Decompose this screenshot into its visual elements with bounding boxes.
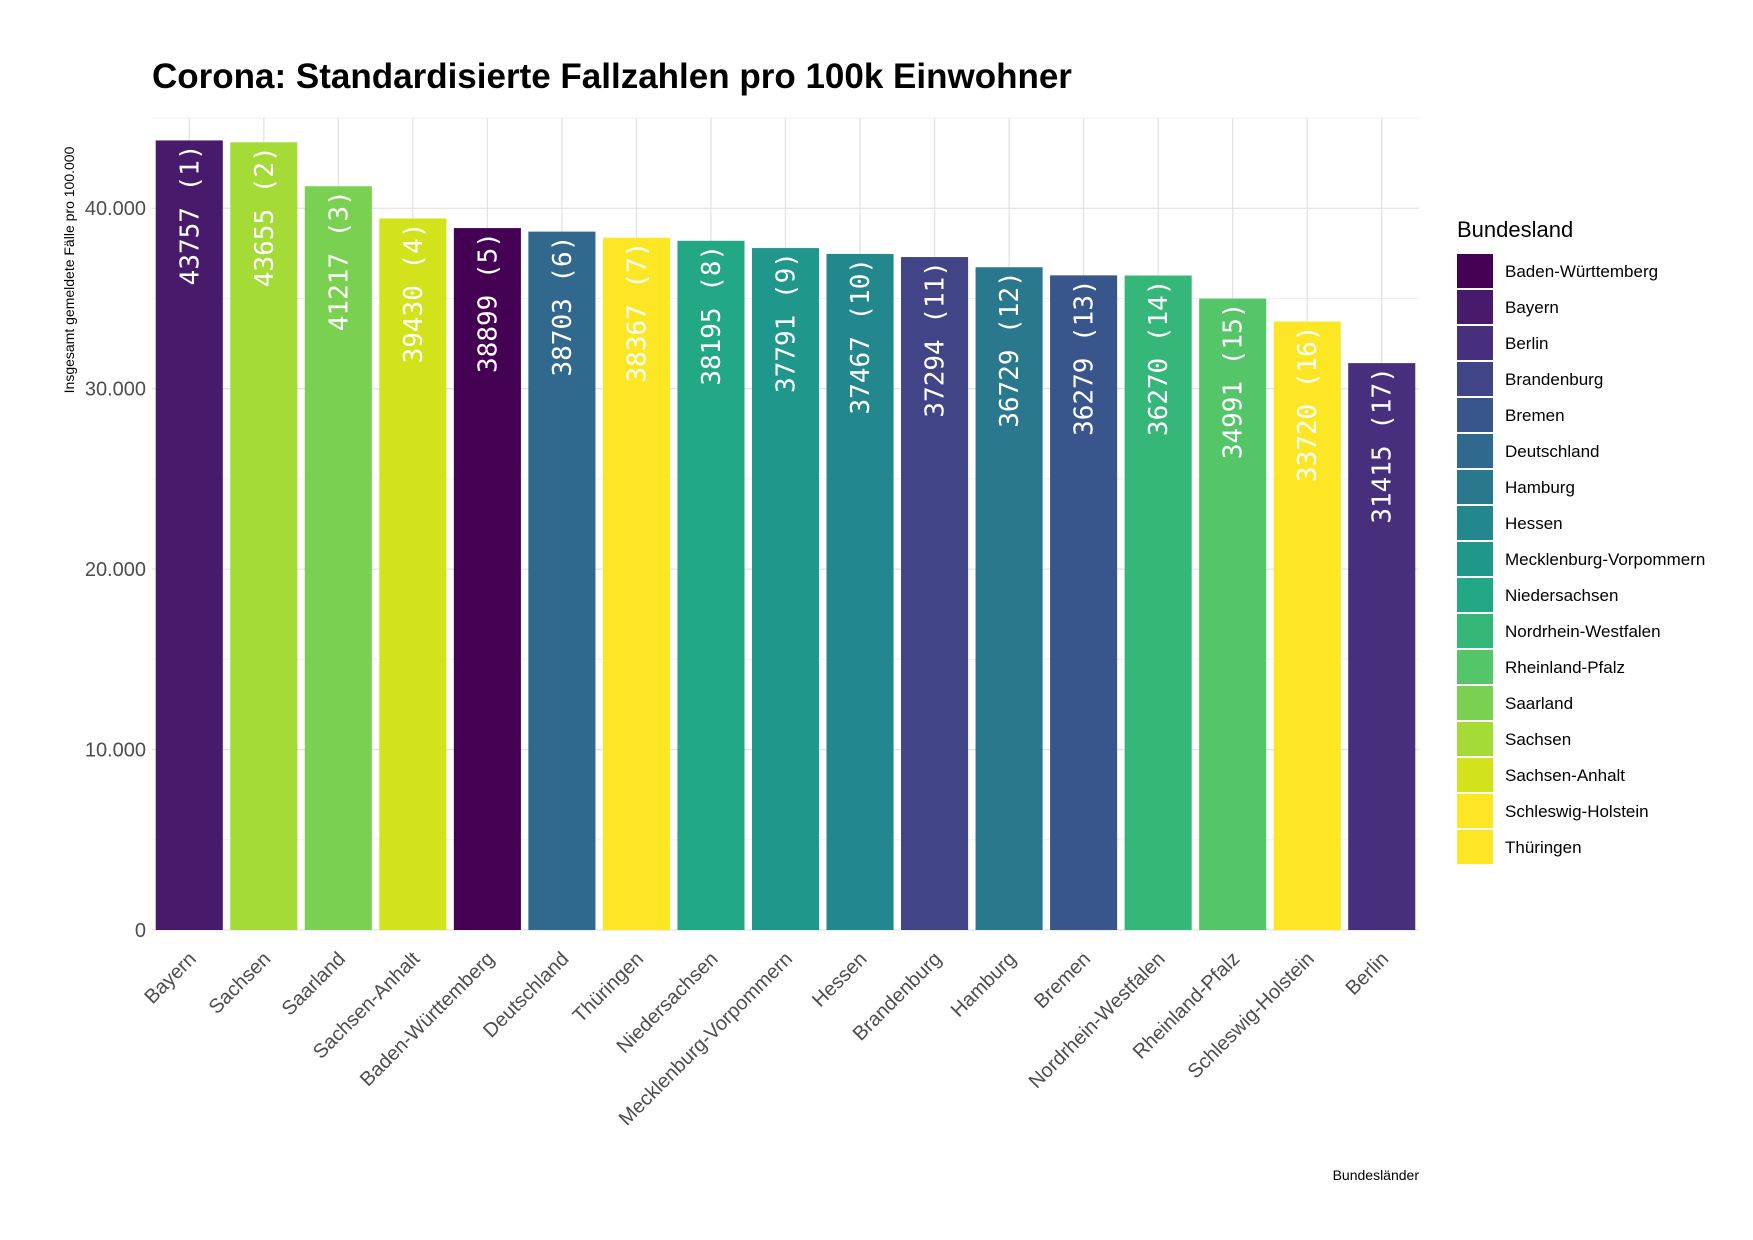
- bar-data-label: 43655 (2): [250, 146, 280, 287]
- y-axis-title: Insgesamt gemeldete Fälle pro 100.000: [61, 146, 77, 393]
- x-tick-label: Nordrhein-Westfalen: [1025, 948, 1170, 1093]
- y-tick-label: 20.000: [85, 559, 146, 581]
- bar-data-labels: 43757 (1) 43655 (2) 41217 (3) 39430 (4) 3889…: [175, 144, 1397, 523]
- x-tick-label: Schleswig-Holstein: [1184, 948, 1319, 1083]
- legend-label: Sachsen: [1505, 730, 1571, 749]
- x-tick-label: Hamburg: [947, 948, 1021, 1022]
- bar: [453, 228, 521, 930]
- x-tick-label: Thüringen: [569, 948, 648, 1027]
- legend-swatch: [1457, 470, 1493, 504]
- legend-swatch: [1457, 650, 1493, 684]
- bar: [602, 237, 670, 931]
- x-tick-label: Bremen: [1030, 948, 1095, 1013]
- x-tick-label: Saarland: [278, 948, 350, 1020]
- legend-title: Bundesland: [1457, 217, 1573, 242]
- bar: [1348, 363, 1416, 930]
- legend-label: Brandenburg: [1505, 370, 1603, 389]
- legend-swatch: [1457, 290, 1493, 324]
- legend-label: Bremen: [1505, 406, 1565, 425]
- legend-swatch: [1457, 398, 1493, 432]
- bar-data-label: 36270 (14): [1144, 280, 1174, 437]
- legend-label: Saarland: [1505, 694, 1573, 713]
- legend-swatch: [1457, 758, 1493, 792]
- bar: [1273, 321, 1341, 930]
- y-axis-ticks: 0 10.000 20.000 30.000 40.000: [85, 198, 146, 942]
- legend: Bundesland Baden-Württemberg Bayern Berlin…: [1457, 217, 1705, 864]
- bar-data-label: 36729 (12): [995, 271, 1025, 428]
- x-tick-label: Bayern: [140, 948, 200, 1008]
- legend-label: Berlin: [1505, 334, 1548, 353]
- bar: [677, 240, 745, 930]
- legend-label: Hessen: [1505, 514, 1563, 533]
- legend-label: Hamburg: [1505, 478, 1575, 497]
- legend-swatch: [1457, 434, 1493, 468]
- bar-data-label: 34991 (15): [1219, 303, 1249, 460]
- x-tick-label: Sachsen: [205, 948, 276, 1019]
- bar-data-label: 33720 (16): [1293, 326, 1323, 483]
- legend-swatch: [1457, 686, 1493, 720]
- bar-data-label: 38195 (8): [697, 245, 727, 386]
- bar: [975, 267, 1043, 930]
- bar: [1050, 275, 1118, 930]
- bar-data-label: 31415 (17): [1368, 367, 1398, 524]
- bar-data-label: 38367 (7): [622, 242, 652, 383]
- bar: [379, 218, 447, 930]
- bar: [751, 248, 820, 930]
- x-axis-ticks: Bayern Sachsen SaarlandSachsen-AnhaltBaden…: [140, 948, 1393, 1131]
- bar: [230, 142, 298, 930]
- bar: [1124, 275, 1192, 930]
- legend-label: Thüringen: [1505, 838, 1582, 857]
- bar: [528, 231, 596, 931]
- bar: [901, 257, 969, 930]
- legend-label: Rheinland-Pfalz: [1505, 658, 1625, 677]
- legend-label: Baden-Württemberg: [1505, 262, 1658, 281]
- bar-data-label: 39430 (4): [399, 223, 429, 364]
- legend-swatch: [1457, 614, 1493, 648]
- bar-data-label: 38703 (6): [548, 236, 578, 377]
- y-tick-label: 40.000: [85, 198, 146, 220]
- y-tick-label: 0: [135, 920, 146, 942]
- x-tick-label: Berlin: [1342, 948, 1394, 1000]
- bar: [1199, 298, 1267, 931]
- legend-swatch: [1457, 830, 1493, 864]
- bar: [304, 186, 372, 930]
- y-tick-label: 30.000: [85, 379, 146, 401]
- bar-data-label: 37467 (10): [846, 258, 876, 415]
- legend-label: Niedersachsen: [1505, 586, 1618, 605]
- bar-data-label: 37294 (11): [921, 261, 951, 418]
- legend-items: Baden-Württemberg Bayern Berlin Brandenburg…: [1457, 254, 1705, 864]
- bar-data-label: 41217 (3): [324, 190, 354, 331]
- legend-label: Mecklenburg-Vorpommern: [1505, 550, 1705, 569]
- legend-swatch: [1457, 326, 1493, 360]
- legend-swatch: [1457, 362, 1493, 396]
- legend-swatch: [1457, 254, 1493, 288]
- x-tick-label: Hessen: [808, 948, 872, 1012]
- bars: [155, 140, 1416, 931]
- x-axis-title: Bundesländer: [1333, 1167, 1420, 1183]
- legend-label: Nordrhein-Westfalen: [1505, 622, 1661, 641]
- legend-swatch: [1457, 542, 1493, 576]
- legend-label: Sachsen-Anhalt: [1505, 766, 1625, 785]
- bar-data-label: 37791 (9): [772, 252, 802, 393]
- chart-title: Corona: Standardisierte Fallzahlen pro 1…: [152, 57, 1072, 96]
- x-tick-label: Baden-Württemberg: [356, 948, 499, 1091]
- bar: [155, 140, 223, 930]
- legend-swatch: [1457, 506, 1493, 540]
- bar-data-label: 36279 (13): [1070, 279, 1100, 436]
- bar-data-label: 38899 (5): [473, 232, 503, 373]
- bar-data-label: 43757 (1): [175, 144, 205, 285]
- legend-swatch: [1457, 578, 1493, 612]
- y-tick-label: 10.000: [85, 740, 146, 762]
- legend-label: Bayern: [1505, 298, 1559, 317]
- legend-label: Schleswig-Holstein: [1505, 802, 1649, 821]
- bar: [826, 253, 894, 930]
- legend-label: Deutschland: [1505, 442, 1600, 461]
- legend-swatch: [1457, 794, 1493, 828]
- legend-swatch: [1457, 722, 1493, 756]
